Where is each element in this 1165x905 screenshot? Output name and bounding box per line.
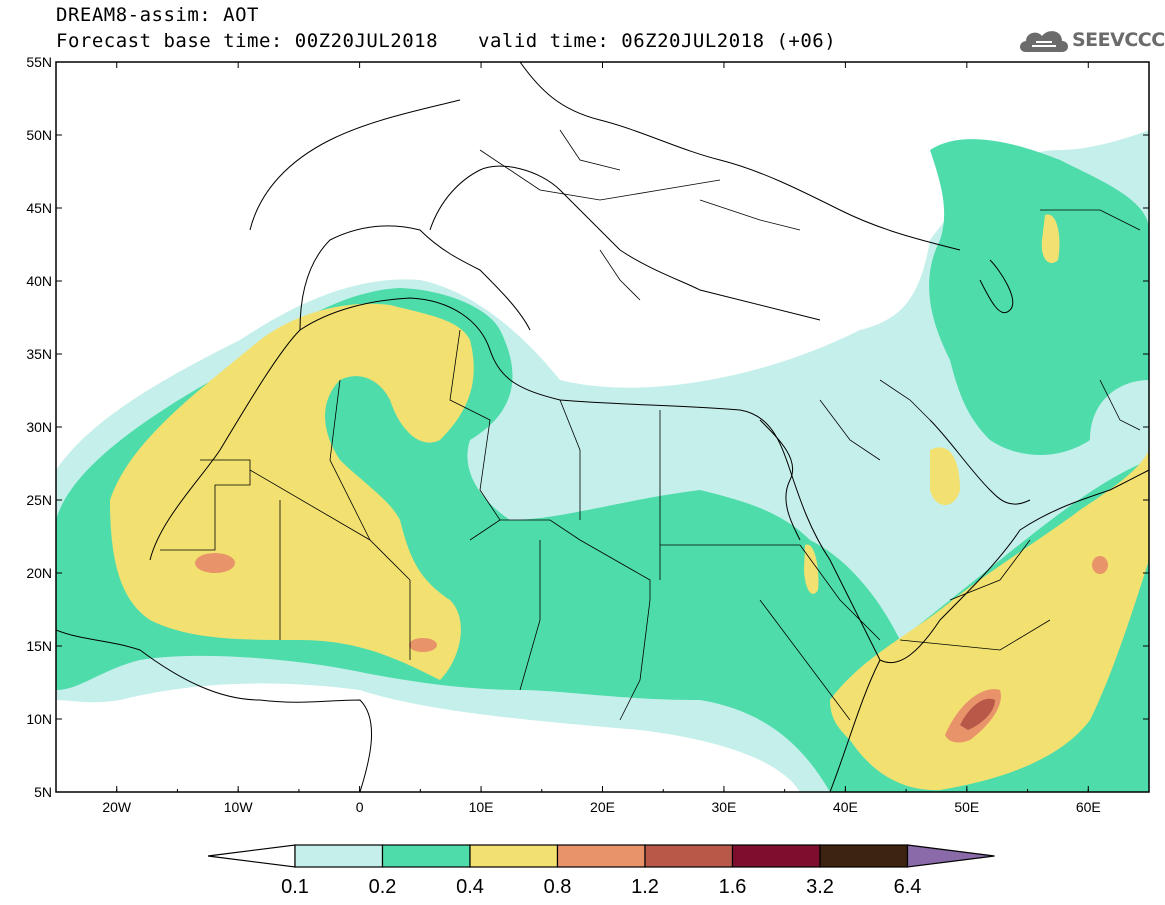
colorbar-level-label: 0.8 [544, 876, 572, 898]
colorbar-swatch [819, 844, 909, 868]
colorbar-level-label: 3.2 [806, 876, 834, 898]
lon-label: 20W [102, 799, 132, 815]
colorbar-level-label: 0.1 [281, 876, 309, 898]
colorbar [207, 844, 995, 868]
colorbar-level-label: 0.4 [456, 876, 484, 898]
colorbar-level-label: 6.4 [894, 876, 922, 898]
lat-label: 10N [26, 711, 52, 727]
logo-text: SEEVCCC [1072, 29, 1165, 51]
lat-label: 35N [26, 346, 52, 362]
lat-label: 25N [26, 492, 52, 508]
lon-label: 10E [469, 799, 494, 815]
aot-level-1-2 [960, 698, 995, 730]
lat-label: 15N [26, 638, 52, 654]
aot-level-0-4 [110, 214, 1149, 791]
colorbar-level-label: 1.2 [631, 876, 659, 898]
lon-label: 30E [711, 799, 736, 815]
colorbar-level-label: 0.2 [369, 876, 397, 898]
forecast-base-time: Forecast base time: 00Z20JUL2018 [56, 30, 439, 52]
map-title: DREAM8-assim: AOT [56, 4, 259, 26]
lat-label: 20N [26, 565, 52, 581]
colorbar-swatch [294, 844, 384, 868]
colorbar-swatch [731, 844, 821, 868]
colorbar-swatch [469, 844, 559, 868]
axis-ticks [55, 61, 1150, 793]
lat-label: 30N [26, 419, 52, 435]
colorbar-max-arrow [906, 844, 995, 868]
latitude-labels: 55N 50N 45N 40N 35N 30N 25N 20N 15N 10N 5N [26, 54, 52, 800]
lat-label: 45N [26, 200, 52, 216]
lon-label: 20E [590, 799, 615, 815]
country-borders [160, 129, 1141, 721]
colorbar-min-arrow [207, 844, 296, 868]
lon-label: 60E [1076, 799, 1101, 815]
coastlines [56, 62, 1149, 792]
lat-label: 55N [26, 54, 52, 70]
cloud-icon [1020, 31, 1068, 52]
lat-label: 40N [26, 273, 52, 289]
aot-fields [56, 62, 1149, 792]
colorbar-swatch [556, 844, 646, 868]
colorbar-swatch [644, 844, 734, 868]
lon-label: 40E [833, 799, 858, 815]
lon-label: 50E [954, 799, 979, 815]
lat-label: 5N [34, 784, 52, 800]
colorbar-level-label: 1.6 [719, 876, 747, 898]
lat-label: 50N [26, 127, 52, 143]
colorbar-swatch [381, 844, 471, 868]
lon-label: 0 [356, 799, 364, 815]
colorbar-labels: 0.1 0.2 0.4 0.8 1.2 1.6 3.2 6.4 [281, 876, 921, 898]
valid-time: valid time: 06Z20JUL2018 (+06) [478, 30, 837, 52]
longitude-labels: 20W 10W 0 10E 20E 30E 40E 50E 60E [102, 799, 1100, 815]
lon-label: 10W [224, 799, 254, 815]
